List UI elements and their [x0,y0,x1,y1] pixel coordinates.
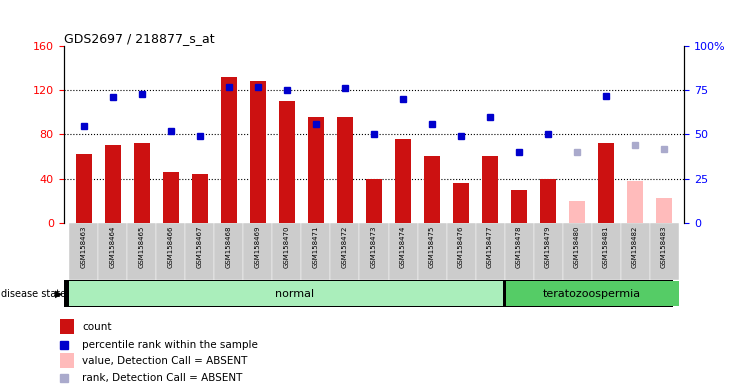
Bar [388,223,417,280]
Text: GSM158482: GSM158482 [632,226,638,268]
Bar [569,200,585,223]
Text: GSM158467: GSM158467 [197,226,203,268]
Text: ▶: ▶ [55,289,62,299]
Bar [301,223,331,280]
Bar [511,190,527,223]
Text: GSM158470: GSM158470 [284,226,290,268]
Bar [337,117,353,223]
Bar [250,81,266,223]
Text: GSM158477: GSM158477 [487,226,493,268]
Bar [360,223,388,280]
Text: GSM158478: GSM158478 [516,226,522,268]
Bar [192,174,208,223]
Text: count: count [82,322,112,332]
Bar [533,223,562,280]
Text: GSM158483: GSM158483 [661,226,667,268]
Text: GSM158479: GSM158479 [545,226,551,268]
Text: GSM158466: GSM158466 [168,226,174,268]
Bar [331,223,360,280]
Text: rank, Detection Call = ABSENT: rank, Detection Call = ABSENT [82,373,243,383]
Bar [453,183,469,223]
Bar [395,139,411,223]
Bar [70,223,99,280]
Bar [447,223,476,280]
Bar [592,223,621,280]
Bar [127,223,156,280]
Text: GSM158469: GSM158469 [255,226,261,268]
Bar [279,101,295,223]
Bar [163,172,179,223]
Bar [308,117,324,223]
Bar [134,143,150,223]
Bar [366,179,382,223]
Text: GSM158463: GSM158463 [81,226,87,268]
Bar [272,223,301,280]
Text: percentile rank within the sample: percentile rank within the sample [82,339,258,349]
Text: GSM158480: GSM158480 [574,226,580,268]
Bar [70,281,503,306]
Bar [221,77,237,223]
Text: GDS2697 / 218877_s_at: GDS2697 / 218877_s_at [64,32,214,45]
Bar [621,223,649,280]
Text: GSM158471: GSM158471 [313,226,319,268]
Bar [424,157,440,223]
Bar [506,281,678,306]
Text: GSM158473: GSM158473 [371,226,377,268]
Bar [105,146,121,223]
Text: GSM158472: GSM158472 [342,226,348,268]
Bar [99,223,127,280]
Text: teratozoospermia: teratozoospermia [543,289,641,299]
Bar [482,157,498,223]
Bar [61,319,74,334]
Bar [627,181,643,223]
Bar [656,199,672,223]
Text: normal: normal [275,289,313,299]
Bar [61,353,74,368]
Bar [562,223,592,280]
Text: disease state: disease state [1,289,66,299]
Text: GSM158476: GSM158476 [458,226,464,268]
Bar [476,223,505,280]
Text: GSM158468: GSM158468 [226,226,232,268]
Bar [417,223,447,280]
Bar [540,179,556,223]
Bar [186,223,215,280]
Bar [598,143,614,223]
Text: GSM158465: GSM158465 [139,226,145,268]
Bar [156,223,186,280]
Text: value, Detection Call = ABSENT: value, Detection Call = ABSENT [82,356,248,366]
Bar [76,154,92,223]
Bar [215,223,243,280]
Text: GSM158481: GSM158481 [603,226,609,268]
Text: GSM158475: GSM158475 [429,226,435,268]
Text: GSM158474: GSM158474 [400,226,406,268]
Bar [505,223,533,280]
Bar [649,223,678,280]
Text: GSM158464: GSM158464 [110,226,116,268]
Bar [243,223,272,280]
